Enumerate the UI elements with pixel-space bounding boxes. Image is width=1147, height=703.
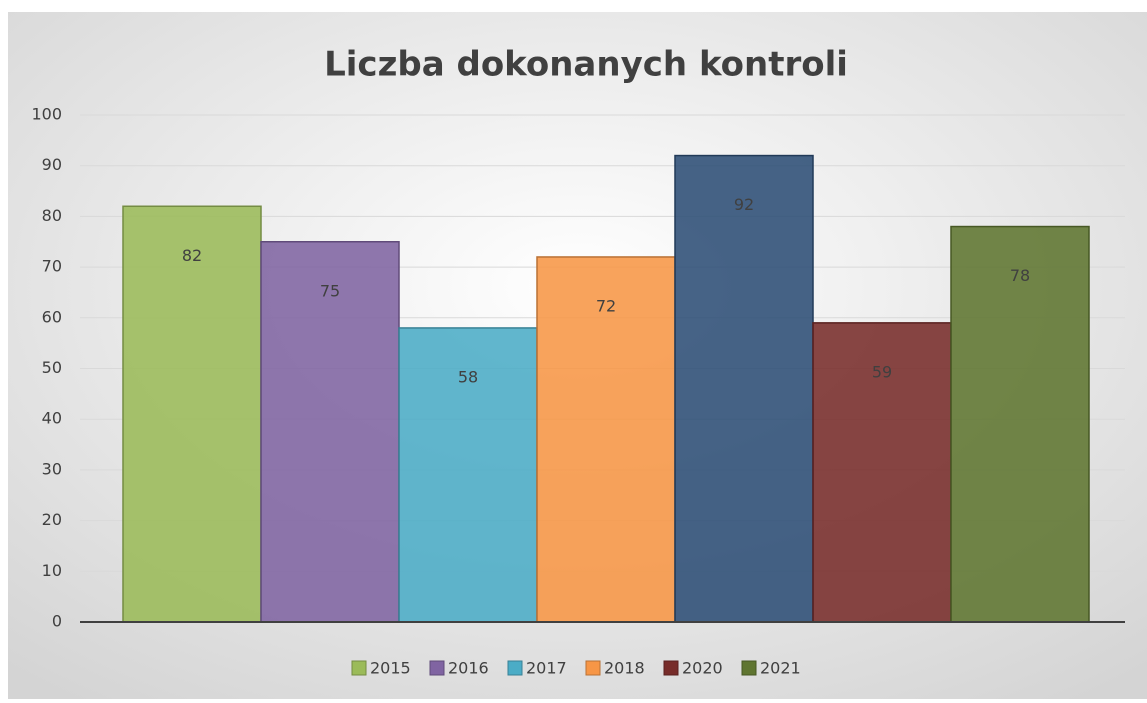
legend-label: 2016 (448, 659, 489, 678)
y-tick-label: 30 (42, 459, 62, 478)
y-tick-label: 80 (42, 206, 62, 225)
y-tick-label: 40 (42, 409, 62, 428)
y-tick-label: 70 (42, 257, 62, 276)
y-tick-label: 0 (52, 612, 62, 631)
y-tick-label: 100 (31, 105, 62, 124)
legend-swatch (585, 660, 601, 676)
bar (536, 256, 676, 623)
bar (950, 225, 1090, 623)
y-tick-label: 10 (42, 561, 62, 580)
y-tick-label: 60 (42, 307, 62, 326)
bar (674, 154, 814, 623)
legend-swatch (741, 660, 757, 676)
data-label: 58 (458, 367, 478, 386)
bar (122, 205, 262, 623)
legend-label: 2017 (526, 659, 567, 678)
data-label: 75 (320, 281, 340, 300)
chart-title: Liczba dokonanych kontroli (324, 45, 848, 85)
data-label: 78 (1010, 266, 1030, 285)
legend-label: 2015 (370, 659, 411, 678)
legend-label: 2021 (760, 659, 801, 678)
data-label: 59 (872, 362, 892, 381)
legend-label: 2018 (604, 659, 645, 678)
y-tick-label: 90 (42, 155, 62, 174)
data-label: 82 (182, 246, 202, 265)
data-label: 92 (734, 195, 754, 214)
legend-swatch (429, 660, 445, 676)
legend-swatch (663, 660, 679, 676)
y-tick-label: 20 (42, 510, 62, 529)
legend-swatch (351, 660, 367, 676)
data-label: 72 (596, 296, 616, 315)
legend-swatch (507, 660, 523, 676)
legend-label: 2020 (682, 659, 723, 678)
y-tick-label: 50 (42, 358, 62, 377)
